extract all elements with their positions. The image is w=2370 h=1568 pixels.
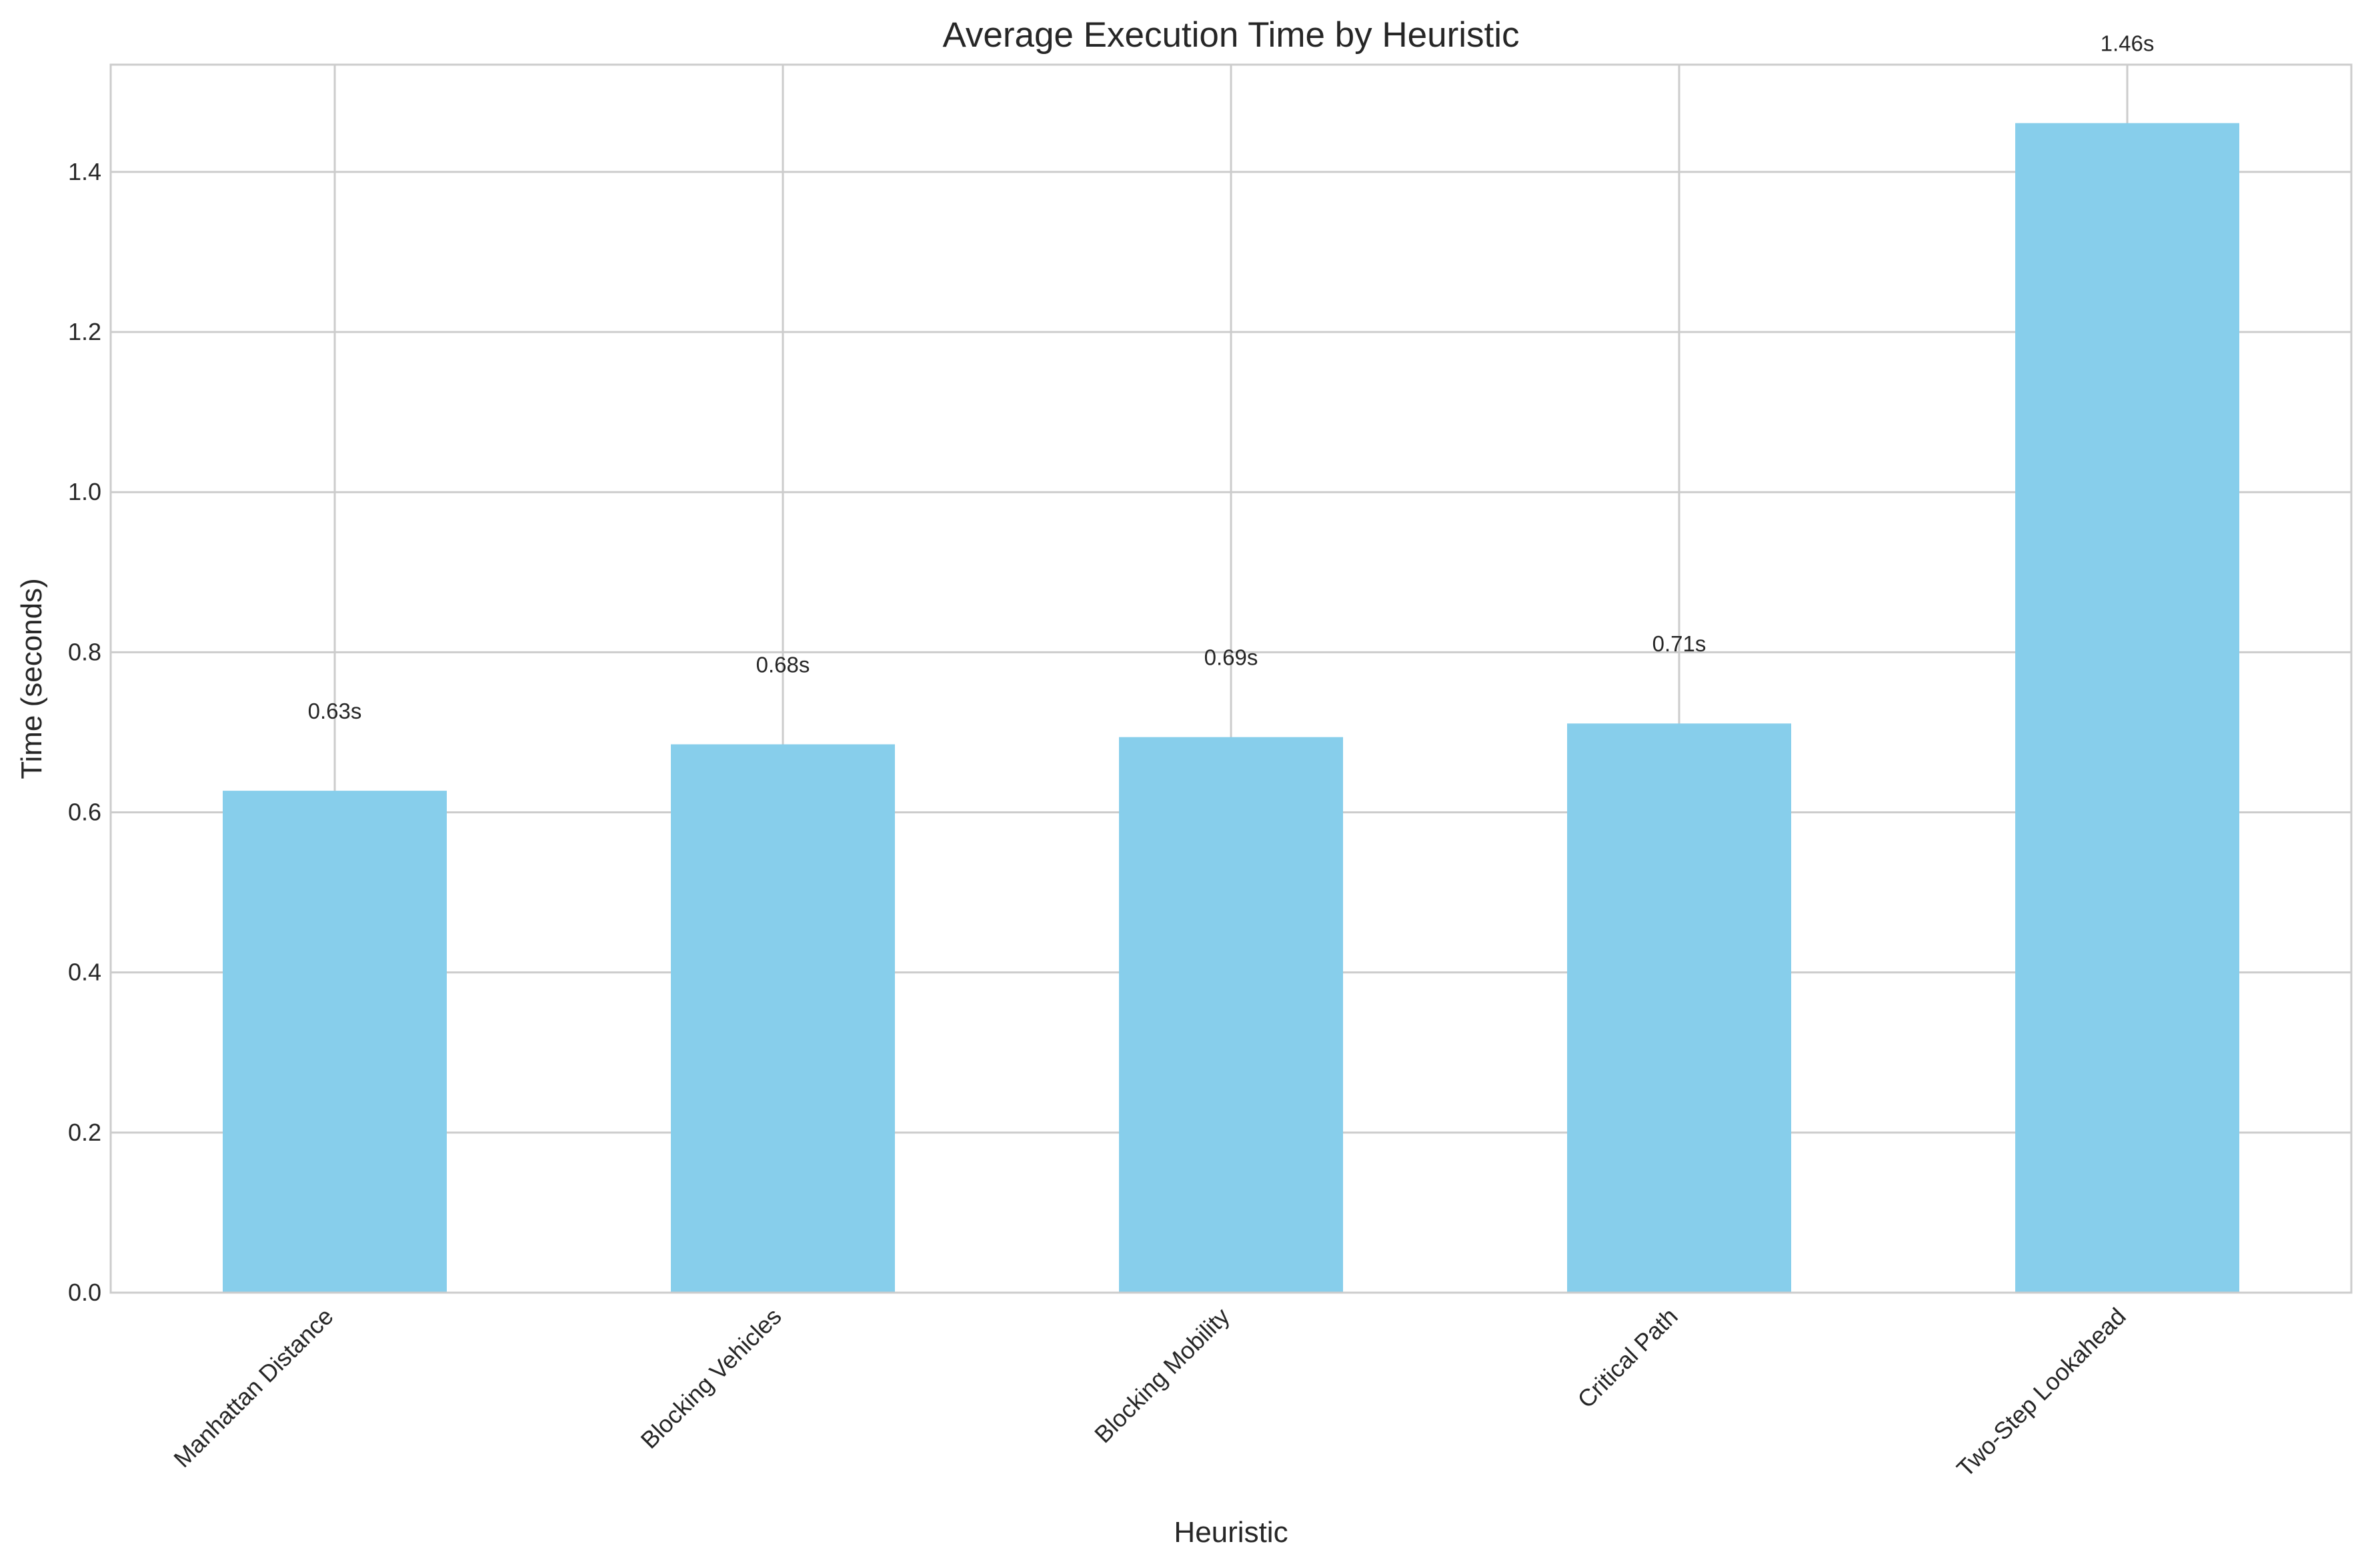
plot-frame (109, 63, 2353, 1294)
y-axis-label: Time (seconds) (15, 578, 48, 779)
x-tick-label: Manhattan Distance (168, 1303, 338, 1473)
bar-layer (223, 123, 2239, 1293)
y-tick-label: 0.2 (68, 1119, 101, 1146)
data-label: 0.68s (756, 652, 810, 677)
y-tick-label: 1.2 (68, 318, 101, 345)
bar (2015, 123, 2239, 1293)
x-axis-label: Heuristic (1174, 1516, 1288, 1549)
data-label: 0.69s (1204, 645, 1258, 670)
data-label: 0.63s (308, 699, 362, 723)
bar (671, 744, 895, 1293)
bar (223, 791, 447, 1293)
y-tick-label: 1.0 (68, 478, 101, 505)
chart-title: Average Execution Time by Heuristic (942, 15, 1519, 55)
y-tick-label: 0.6 (68, 799, 101, 826)
x-tick-label: Blocking Mobility (1089, 1303, 1235, 1449)
x-tick-label: Critical Path (1572, 1303, 1682, 1413)
data-label: 0.71s (1652, 631, 1706, 656)
bar (1119, 737, 1343, 1293)
x-tick-label: Blocking Vehicles (636, 1303, 787, 1454)
label-layer: 0.63s 0.68s 0.69s 0.71s 1.46s (308, 31, 2155, 723)
y-tick-label: 0.8 (68, 638, 101, 665)
y-tick-label: 0.4 (68, 959, 101, 986)
data-label: 1.46s (2101, 31, 2155, 56)
y-tick-label: 1.4 (68, 158, 101, 185)
x-tick-label: Two-Step Lookahead (1951, 1303, 2131, 1483)
bar (1567, 723, 1791, 1293)
y-tick-label: 0.0 (68, 1279, 101, 1306)
